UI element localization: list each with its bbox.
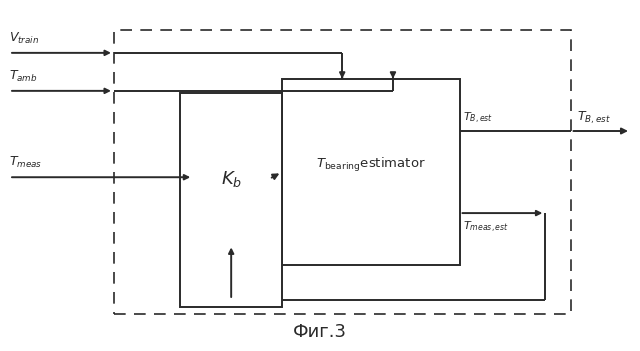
Bar: [282, 79, 460, 265]
Text: $T_{meas}$: $T_{meas}$: [9, 155, 42, 170]
Text: $T_{\rm bearing}$estimator: $T_{\rm bearing}$estimator: [316, 156, 426, 174]
Text: $T_{B,est}$: $T_{B,est}$: [577, 110, 611, 126]
Bar: [114, 31, 571, 314]
Text: $T_{meas,est}$: $T_{meas,est}$: [463, 220, 509, 235]
Text: $K_b$: $K_b$: [221, 169, 242, 189]
Text: Фиг.3: Фиг.3: [293, 323, 347, 341]
Text: $T_{B,est}$: $T_{B,est}$: [463, 111, 493, 126]
Text: $V_{train}$: $V_{train}$: [9, 31, 40, 46]
Bar: [180, 93, 282, 307]
Text: $T_{amb}$: $T_{amb}$: [9, 69, 38, 84]
Bar: [193, 113, 269, 245]
